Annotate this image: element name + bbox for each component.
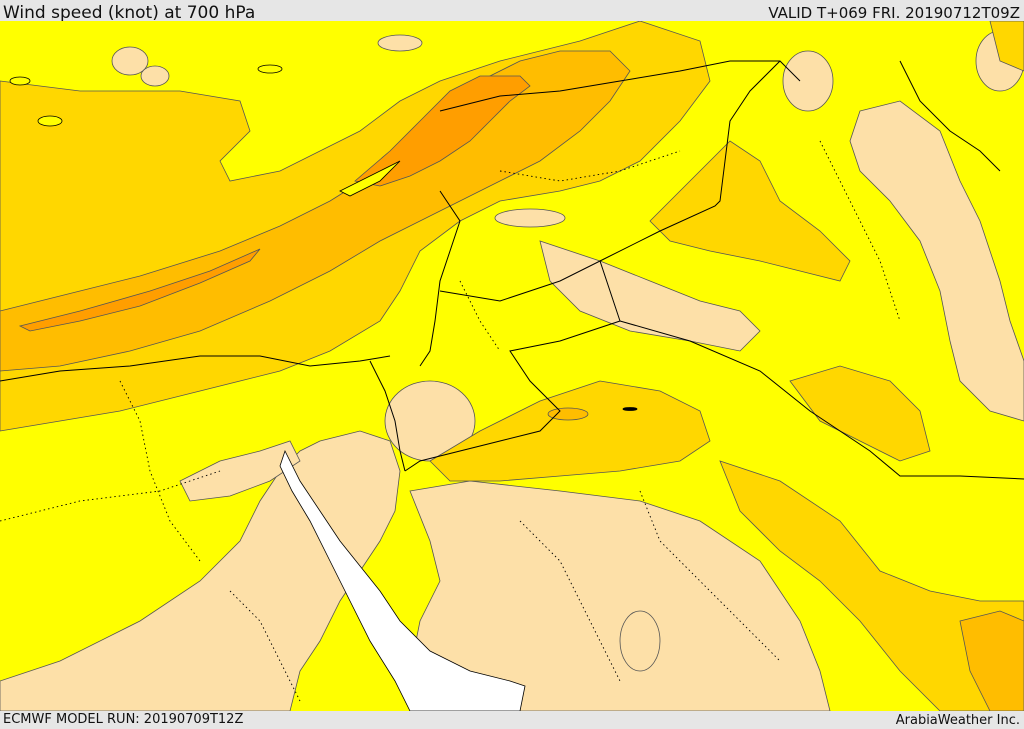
red-sea bbox=[279, 449, 526, 711]
jet-core bbox=[18, 75, 589, 421]
map-header: Wind speed (knot) at 700 hPa VALID T+069… bbox=[0, 0, 1024, 23]
country-borders bbox=[0, 60, 1024, 480]
province-lines bbox=[0, 140, 901, 702]
wind-speed-map bbox=[0, 21, 1024, 711]
model-run: ECMWF MODEL RUN: 20190709T12Z bbox=[3, 712, 244, 727]
valid-time: VALID T+069 FRI. 20190712T09Z bbox=[768, 4, 1020, 22]
coastal-islands bbox=[9, 64, 638, 411]
credit: ArabiaWeather Inc. bbox=[895, 713, 1020, 728]
map-footer: ECMWF MODEL RUN: 20190709T12Z ArabiaWeat… bbox=[0, 711, 1024, 729]
map-title: Wind speed (knot) at 700 hPa bbox=[3, 3, 256, 23]
